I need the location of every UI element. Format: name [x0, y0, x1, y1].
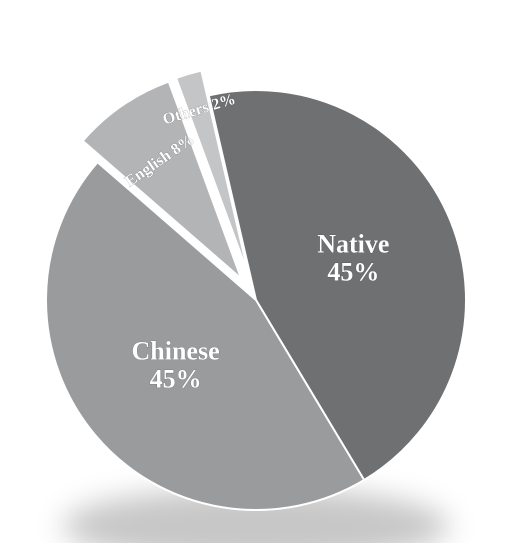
pie-svg: Native45%Chinese45%English 8%Others 2%	[0, 0, 511, 543]
slices	[46, 70, 466, 510]
pie-chart: Native45%Chinese45%English 8%Others 2%	[0, 0, 511, 543]
label-native: Native45%	[317, 230, 389, 287]
